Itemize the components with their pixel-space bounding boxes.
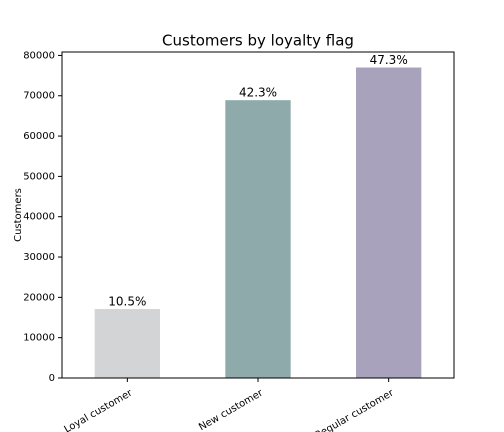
y-tick-label: 20000	[23, 292, 55, 303]
y-tick-label: 40000	[23, 212, 55, 223]
x-tick-label: Regular customer	[313, 387, 396, 432]
y-tick-label: 10000	[23, 333, 55, 344]
y-tick-label: 0	[49, 373, 55, 384]
y-tick-label: 30000	[23, 252, 55, 263]
bar-annotation: 42.3%	[239, 86, 277, 100]
y-tick-label: 70000	[23, 91, 55, 102]
y-tick-label: 60000	[23, 131, 55, 142]
y-tick-label: 80000	[23, 50, 55, 61]
chart-title: Customers by loyalty flag	[162, 32, 354, 50]
plot-frame	[61, 51, 455, 379]
bar-annotation: 10.5%	[108, 295, 146, 309]
x-tick-label: Loyal customer	[62, 387, 135, 432]
y-tick-label: 50000	[23, 171, 55, 182]
bar	[356, 67, 422, 379]
bar	[225, 100, 291, 378]
bar-annotation: 47.3%	[370, 53, 408, 67]
y-axis-label: Customers	[13, 188, 24, 242]
bar	[94, 309, 160, 378]
x-tick-label: New customer	[197, 387, 266, 432]
